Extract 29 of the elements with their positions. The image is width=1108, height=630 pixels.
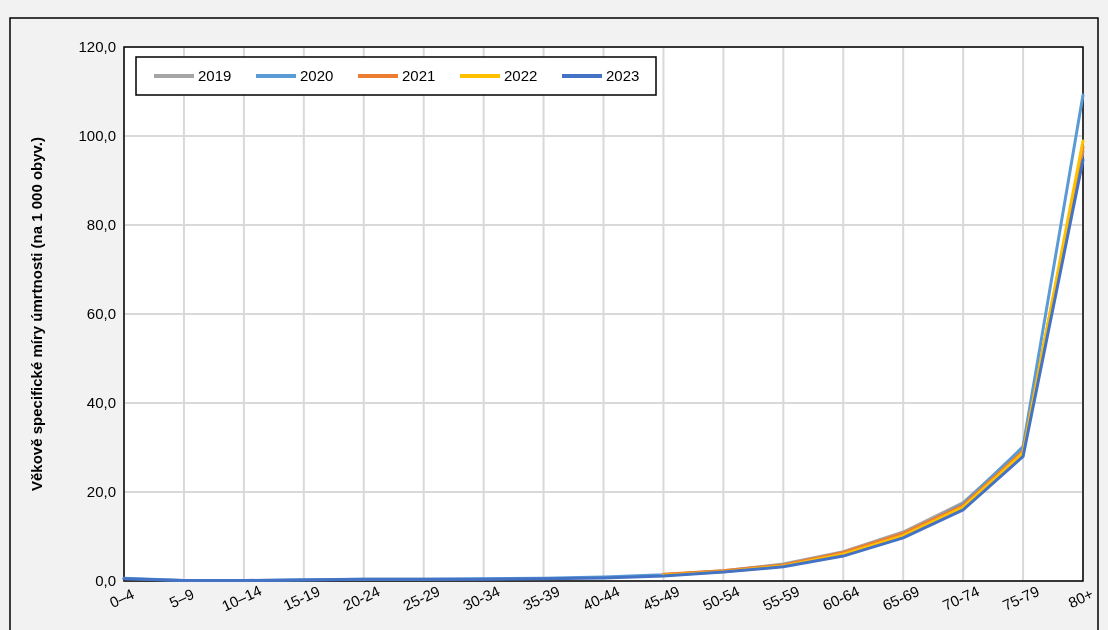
x-tick-label: 55-59 <box>760 582 802 614</box>
x-tick-label: 10–14 <box>219 581 265 615</box>
y-tick-label: 0,0 <box>95 572 116 590</box>
x-tick-label: 40-44 <box>580 582 623 614</box>
x-tick-label: 80+ <box>1065 584 1097 612</box>
x-tick-label: 15-19 <box>280 582 323 614</box>
y-tick-label: 40,0 <box>86 394 116 412</box>
y-tick-label: 80,0 <box>86 216 116 234</box>
x-tick-label: 5–9 <box>166 585 197 612</box>
x-tick-label: 25-29 <box>400 582 443 614</box>
legend-label: 2020 <box>300 67 334 85</box>
x-tick-label: 50-54 <box>700 582 743 614</box>
y-tick-label: 100,0 <box>78 127 116 145</box>
y-axis-title: Věkově specifické míry úmrtnosti (na 1 000 obyv.) <box>28 136 45 492</box>
x-tick-label: 35-39 <box>520 582 563 614</box>
x-tick-label: 70-74 <box>939 582 982 614</box>
legend-label: 2023 <box>606 67 640 85</box>
x-tick-label: 60-64 <box>819 582 862 614</box>
y-tick-label: 60,0 <box>86 305 116 323</box>
legend-label: 2021 <box>402 67 436 85</box>
x-tick-label: 20-24 <box>340 582 383 614</box>
x-tick-label: 65-69 <box>879 582 922 614</box>
y-tick-label: 20,0 <box>86 483 116 501</box>
y-tick-label: 120,0 <box>78 38 116 56</box>
legend-label: 2022 <box>504 67 538 85</box>
x-tick-label: 30-34 <box>460 582 503 614</box>
x-tick-label: 75-79 <box>999 582 1042 614</box>
legend-label: 2019 <box>198 67 232 85</box>
x-tick-label: 45-49 <box>640 582 683 614</box>
